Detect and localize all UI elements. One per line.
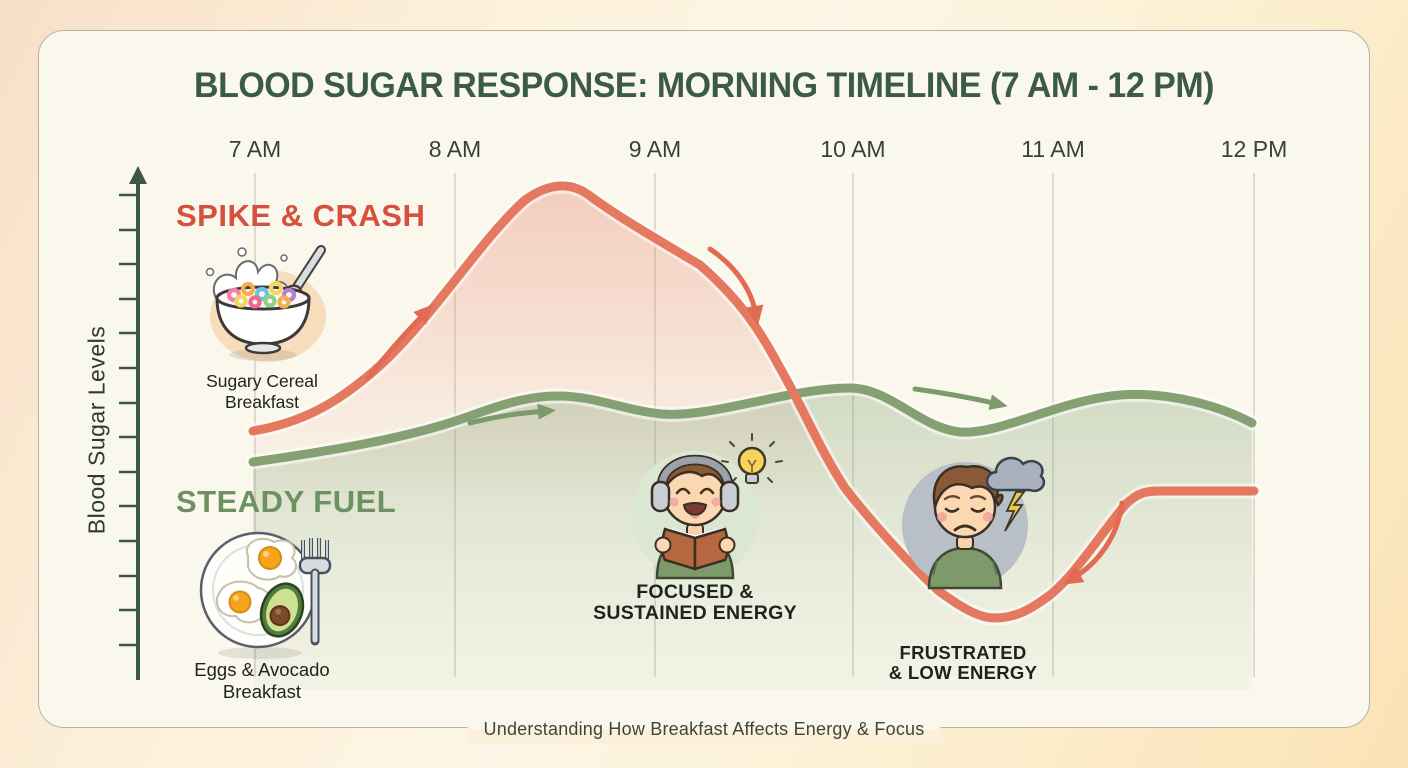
- focused-kid-icon: [631, 433, 783, 580]
- page-title: BLOOD SUGAR RESPONSE: MORNING TIMELINE (…: [194, 66, 1214, 105]
- frustrated-energy-label: FRUSTRATED & LOW ENERGY: [888, 642, 1038, 683]
- eggs-avocado-icon: [199, 531, 332, 659]
- footer-caption: Understanding How Breakfast Affects Ener…: [467, 716, 941, 743]
- time-label-11am: 11 AM: [1021, 136, 1085, 162]
- y-axis-label: Blood Sugar Levels: [83, 325, 110, 535]
- steady-fuel-curve: [248, 383, 1257, 467]
- steady-fuel-series-title: STEADY FUEL: [176, 484, 397, 519]
- eggs-breakfast-label: Eggs & Avocado Breakfast: [194, 659, 330, 702]
- time-label-8am: 8 AM: [428, 136, 482, 162]
- time-label-7am: 7 AM: [228, 136, 282, 162]
- rise-arrow-icon: [365, 304, 434, 381]
- cereal-bowl-icon: [205, 245, 326, 362]
- crash-arrow-icon: [707, 246, 764, 326]
- cereal-breakfast-label: Sugary Cereal Breakfast: [206, 371, 318, 412]
- y-axis: [119, 166, 147, 680]
- recovery-drop-arrow-icon: [1062, 500, 1125, 585]
- time-label-9am: 9 AM: [628, 136, 682, 162]
- storm-cloud-icon: [985, 456, 1046, 532]
- focused-energy-label: FOCUSED & SUSTAINED ENERGY: [593, 581, 797, 624]
- spike-crash-curve: [248, 181, 1259, 623]
- steady-arrow-1-icon: [467, 403, 556, 426]
- frustrated-kid-icon: [902, 456, 1046, 590]
- spike-crash-series-title: SPIKE & CRASH: [176, 198, 426, 233]
- steady-arrow-2-icon: [912, 386, 1008, 410]
- time-label-12pm: 12 PM: [1220, 136, 1288, 162]
- time-label-10am: 10 AM: [820, 136, 886, 162]
